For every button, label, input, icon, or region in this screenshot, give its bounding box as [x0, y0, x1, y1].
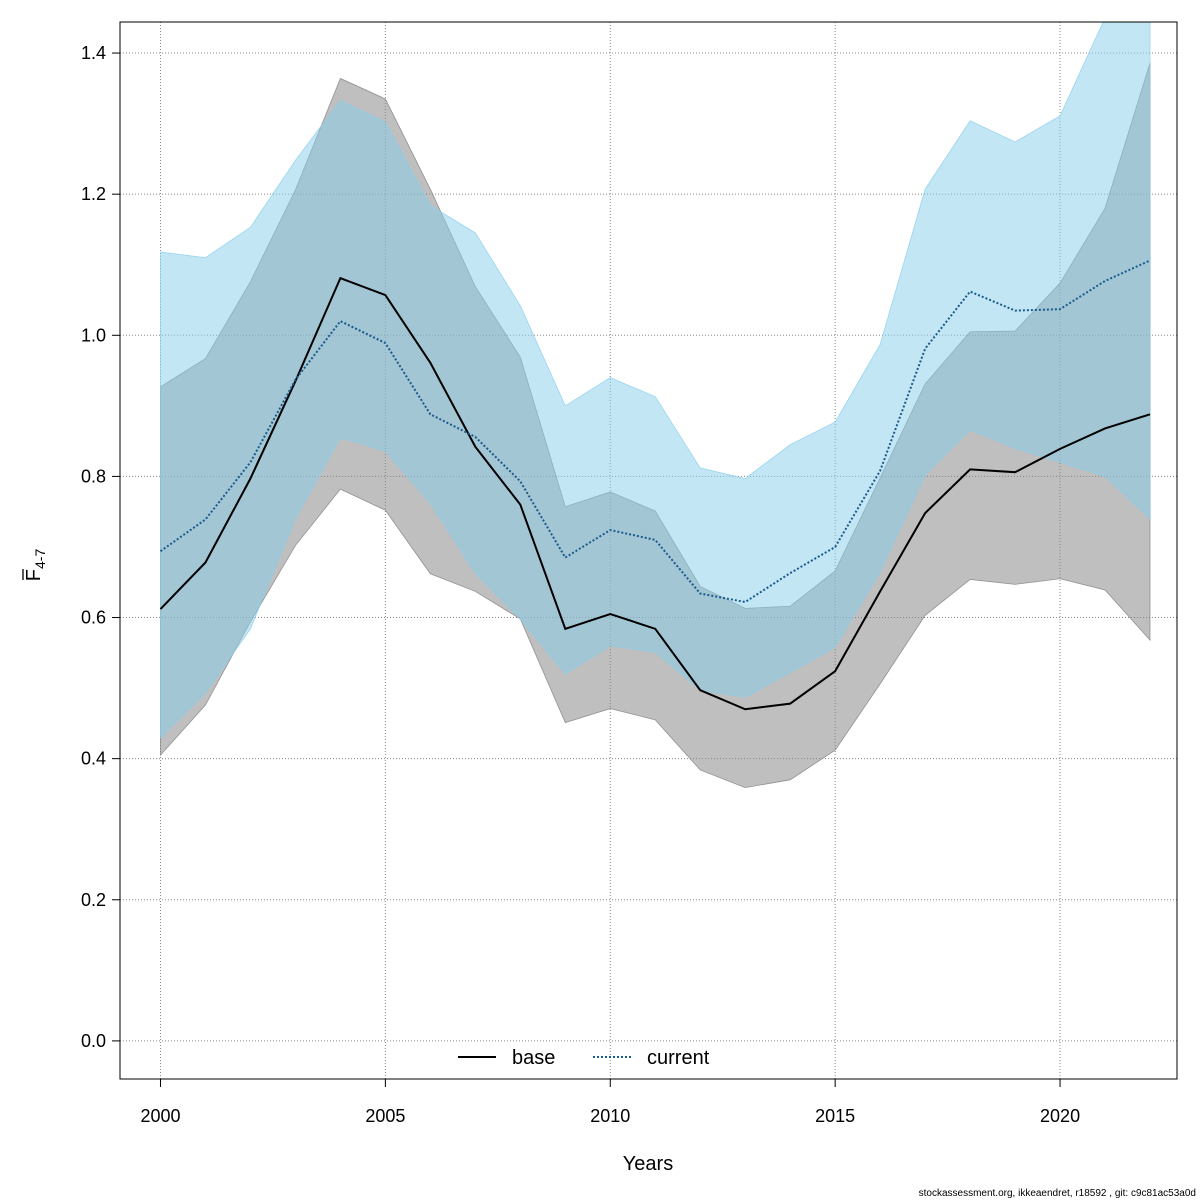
y-axis-title: F4-7 [22, 549, 48, 582]
y-axis-title-subscript: 4-7 [32, 549, 48, 569]
legend-label-current: current [647, 1047, 710, 1069]
y-tick-label-1: 0.2 [81, 890, 106, 910]
confidence-bands [160, 22, 1151, 788]
x-tick-label-2000: 2000 [140, 1106, 180, 1126]
axes: 0.0 0.2 0.4 0.6 0.8 1.0 1.2 1.4 2000 2005 2010 2015… [81, 43, 1080, 1126]
y-tick-label-0: 0.0 [81, 1031, 106, 1051]
legend: base current [458, 1047, 710, 1069]
legend-label-base: base [512, 1047, 555, 1069]
x-axis-title: Years [623, 1153, 673, 1175]
series-lines [159, 259, 1151, 711]
x-tick-label-2010: 2010 [590, 1106, 630, 1126]
x-tick-label-2020: 2020 [1040, 1106, 1080, 1126]
line-base [159, 276, 1151, 711]
band-current [160, 22, 1151, 739]
y-tick-label-5: 1.0 [81, 325, 106, 345]
svg-text:F4-7: F4-7 [23, 549, 48, 582]
footnote: stockassessment.org, ikkeaendret, r18592… [919, 1188, 1196, 1199]
plot-frame [119, 21, 1178, 1080]
y-tick-label-3: 0.6 [81, 608, 106, 628]
y-tick-label-7: 1.4 [81, 43, 106, 63]
y-axis-title-main: F [23, 569, 45, 581]
x-tick-label-2015: 2015 [815, 1106, 855, 1126]
y-tick-label-6: 1.2 [81, 184, 106, 204]
x-tick-label-2005: 2005 [365, 1106, 405, 1126]
y-tick-label-2: 0.4 [81, 749, 106, 769]
y-tick-label-4: 0.8 [81, 466, 106, 486]
